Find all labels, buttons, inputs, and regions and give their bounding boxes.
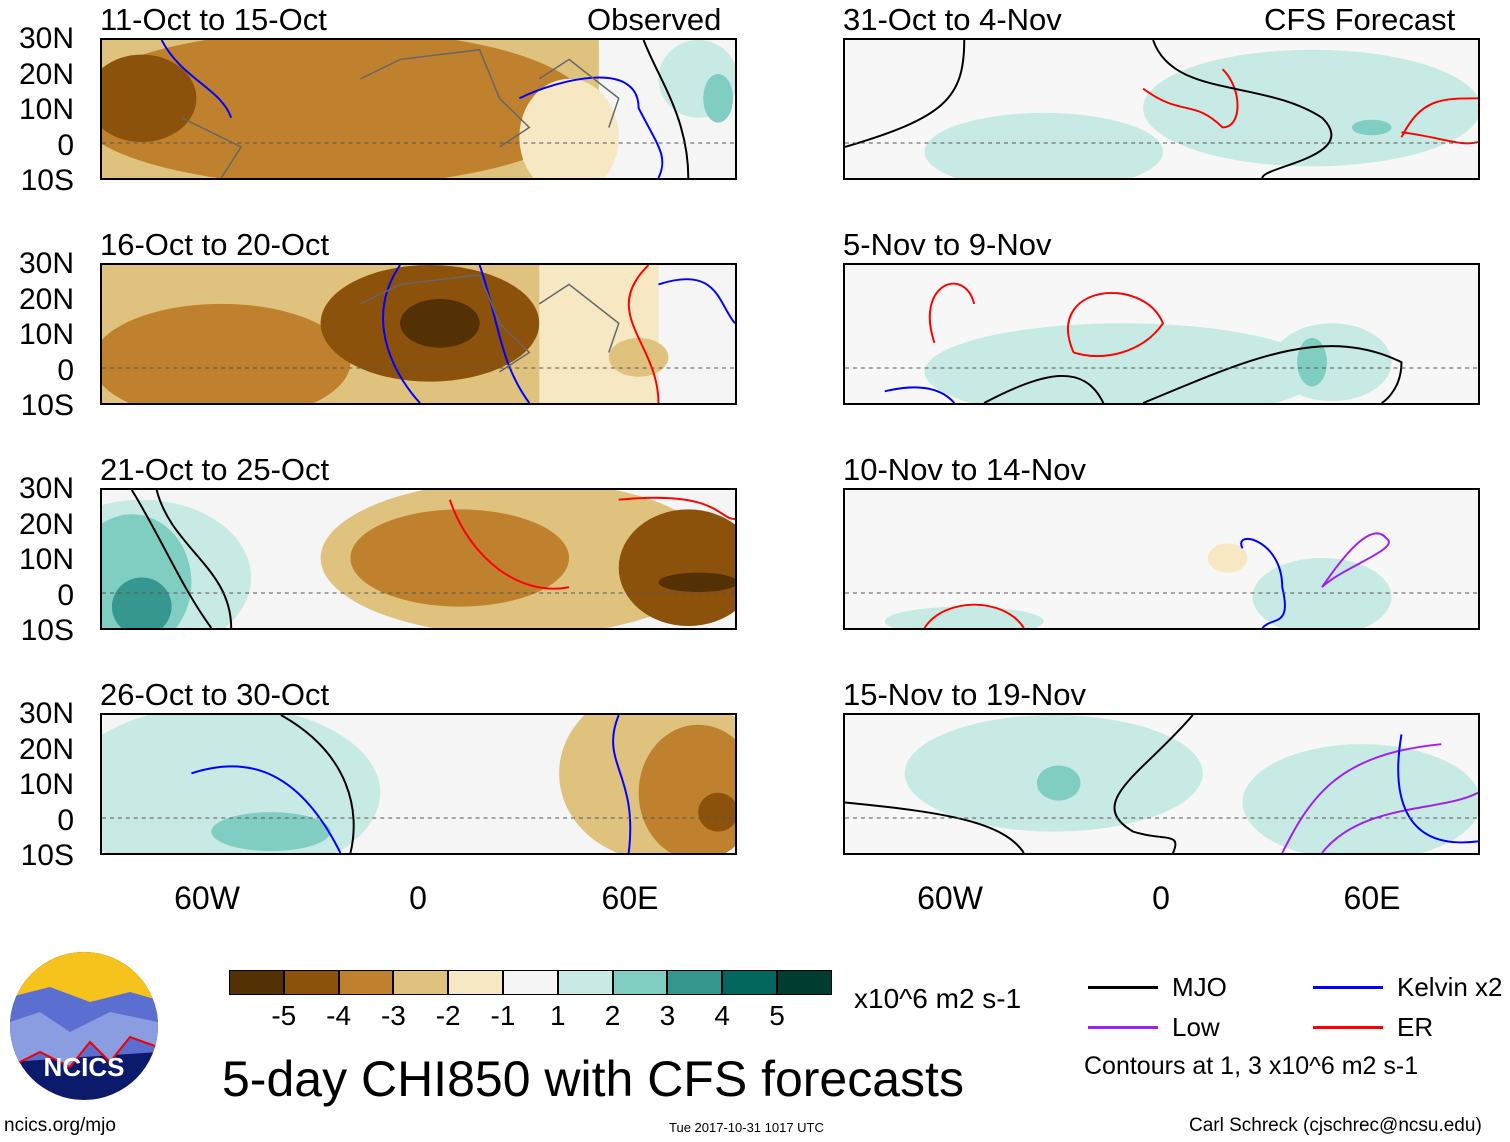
contour-note: Contours at 1, 3 x10^6 m2 s-1 — [1084, 1052, 1419, 1080]
lat-label: 0 — [57, 353, 74, 387]
map-panel-forecast-2 — [843, 263, 1480, 405]
lat-label: 20N — [18, 507, 74, 541]
map-panel-forecast-3 — [843, 488, 1480, 630]
colorbar-label: 5 — [769, 1000, 785, 1031]
lat-label: 30N — [18, 697, 74, 730]
colorbar-label: -4 — [326, 1000, 352, 1031]
panel-title: 31-Oct to 4-Nov — [843, 2, 1062, 37]
lon-label: 60W — [174, 880, 240, 916]
lat-label: 10S — [20, 389, 74, 422]
footer-author: Carl Schreck (cjschrec@ncsu.edu) — [1189, 1115, 1482, 1136]
map-panel-forecast-4 — [843, 713, 1480, 855]
lat-label: 10N — [18, 543, 74, 576]
lat-label: 10S — [20, 614, 74, 647]
logo-text: NCICS — [43, 1052, 125, 1082]
lat-label: 0 — [57, 803, 74, 837]
lat-label: 10S — [20, 839, 74, 872]
colorbar-swatch — [612, 970, 668, 995]
colorbar-label: 3 — [659, 1000, 676, 1031]
map-panel-observed-3 — [100, 488, 737, 630]
colorbar-swatch — [393, 970, 449, 995]
panel-title: 21-Oct to 25-Oct — [100, 452, 330, 487]
map-panel-observed-4 — [100, 713, 737, 855]
colorbar-swatch — [338, 970, 394, 995]
colorbar-label: 4 — [714, 1000, 730, 1031]
lon-label: 60W — [917, 880, 983, 916]
lat-label: 10N — [18, 768, 74, 801]
colorbar-label: -5 — [271, 1000, 297, 1031]
legend-line — [1313, 1026, 1383, 1029]
footer-timestamp: Tue 2017-10-31 1017 UTC — [669, 1120, 824, 1135]
colorbar-label: 1 — [550, 1000, 566, 1031]
colorbar-swatch — [667, 970, 723, 995]
colorbar-swatch — [503, 970, 558, 995]
colorbar-swatch — [722, 970, 777, 995]
legend-label: Low — [1172, 1012, 1220, 1042]
map-panel-observed-1 — [100, 38, 737, 180]
map-panel-observed-2 — [100, 263, 737, 405]
legend-label: Kelvin x2 — [1397, 972, 1503, 1002]
lat-label: 20N — [18, 57, 74, 91]
map-panel-forecast-1 — [843, 38, 1480, 180]
lat-label: 20N — [18, 282, 74, 316]
lat-label: 30N — [18, 22, 74, 55]
legend-line — [1088, 1026, 1158, 1029]
forecast-label: CFS Forecast — [1264, 2, 1456, 37]
panel-title: 5-Nov to 9-Nov — [843, 227, 1052, 262]
legend-line — [1088, 986, 1158, 989]
panel-title: 10-Nov to 14-Nov — [843, 452, 1086, 487]
lat-label: 10S — [20, 164, 74, 197]
observed-label: Observed — [587, 2, 722, 37]
colorbar-swatch — [557, 970, 613, 995]
lon-label: 60E — [601, 880, 659, 916]
legend-label: ER — [1397, 1012, 1434, 1042]
lat-label: 20N — [18, 732, 74, 766]
lat-label: 0 — [57, 128, 74, 162]
legend-line — [1313, 986, 1383, 989]
lat-label: 30N — [18, 472, 74, 505]
panel-title: 11-Oct to 15-Oct — [100, 2, 327, 37]
colorbar-label: -3 — [380, 1000, 406, 1031]
colorbar-swatch — [448, 970, 503, 995]
panel-title: 26-Oct to 30-Oct — [100, 677, 330, 712]
colorbar-swatch — [777, 970, 832, 995]
lon-label: 0 — [1152, 880, 1170, 916]
lat-label: 0 — [57, 578, 74, 612]
lon-label: 60E — [1343, 880, 1401, 916]
panel-title: 16-Oct to 20-Oct — [100, 227, 330, 262]
panel-title: 15-Nov to 19-Nov — [843, 677, 1086, 712]
colorbar-label: -1 — [490, 1000, 516, 1031]
ncics-logo: NCICS — [10, 952, 158, 1100]
lat-label: 30N — [18, 247, 74, 280]
lat-label: 10N — [18, 318, 74, 351]
colorbar-label: 2 — [604, 1000, 621, 1031]
colorbar-swatch — [283, 970, 339, 995]
colorbar-label: -2 — [435, 1000, 461, 1031]
colorbar-swatch — [229, 970, 284, 995]
colorbar-units: x10^6 m2 s-1 — [854, 983, 1022, 1014]
figure-title: 5-day CHI850 with CFS forecasts — [222, 1051, 964, 1107]
lon-label: 0 — [409, 880, 427, 916]
lat-label: 10N — [18, 93, 74, 126]
footer-url[interactable]: ncics.org/mjo — [4, 1115, 116, 1136]
legend-label: MJO — [1172, 972, 1227, 1002]
